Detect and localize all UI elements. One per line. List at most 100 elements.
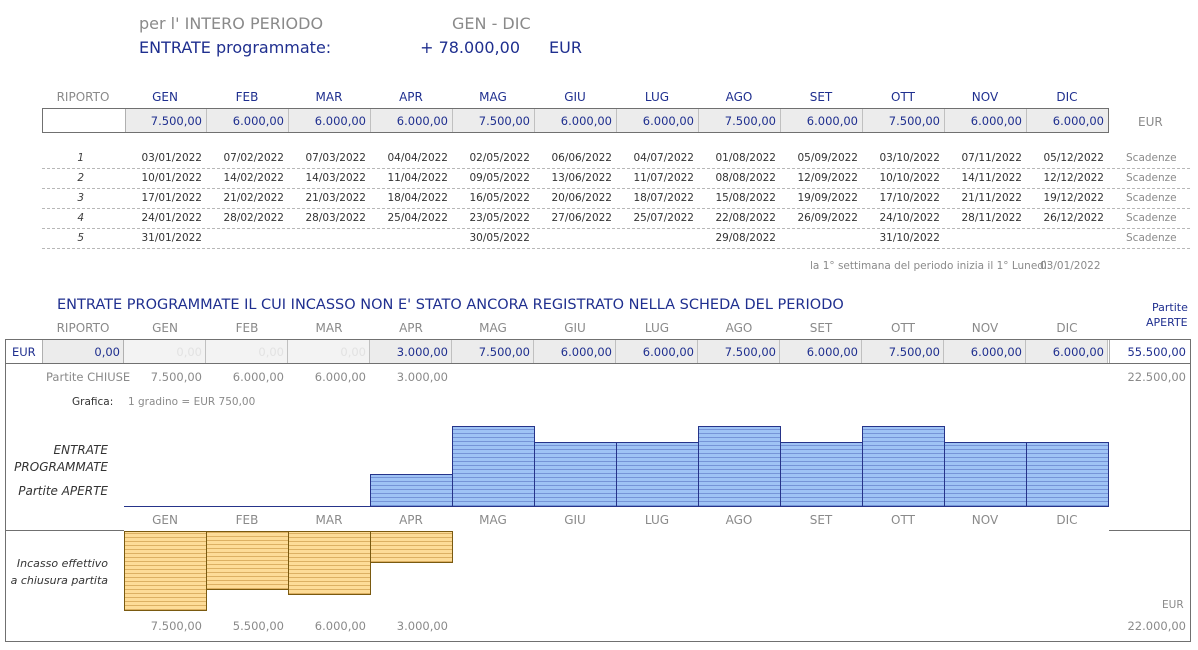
grafica-label: Grafica: bbox=[72, 396, 114, 408]
month-header-giu: GIU bbox=[564, 321, 586, 335]
deadline-date: 19/09/2022 bbox=[797, 192, 858, 204]
month-header-ott: OTT bbox=[891, 321, 915, 335]
open-riporto-cell[interactable] bbox=[42, 340, 124, 363]
open-value-feb: 0,00 bbox=[258, 345, 284, 359]
deadline-date: 27/06/2022 bbox=[551, 212, 612, 224]
cell-divider bbox=[452, 109, 453, 132]
cell-divider bbox=[616, 109, 617, 132]
month-header-gen: GEN bbox=[152, 90, 178, 104]
open-cell[interactable] bbox=[124, 340, 206, 363]
deadline-date: 28/11/2022 bbox=[961, 212, 1022, 224]
period-label: per l' INTERO PERIODO bbox=[139, 14, 324, 33]
open-cell[interactable] bbox=[1026, 340, 1108, 363]
incasso-label-2: a chiusura partita bbox=[10, 574, 108, 587]
incasso-label-1: Incasso effettivo bbox=[16, 557, 108, 570]
deadline-date: 28/03/2022 bbox=[305, 212, 366, 224]
riporto-header: RIPORTO bbox=[56, 321, 110, 335]
month-header-gen: GEN bbox=[152, 321, 178, 335]
deadline-row-number: 1 bbox=[77, 152, 84, 164]
deadline-date: 07/02/2022 bbox=[223, 152, 284, 164]
deadline-row-divider bbox=[42, 228, 1190, 229]
deadline-date: 29/08/2022 bbox=[715, 232, 776, 244]
deadline-date: 25/04/2022 bbox=[387, 212, 448, 224]
riporto-cell[interactable] bbox=[43, 109, 126, 132]
closed-value-gen: 7.500,00 bbox=[150, 370, 202, 384]
deadline-date: 24/10/2022 bbox=[879, 212, 940, 224]
deadline-date: 30/05/2022 bbox=[469, 232, 530, 244]
deadline-row-number: 3 bbox=[77, 192, 84, 204]
open-bar-giu bbox=[534, 442, 617, 506]
open-cell[interactable] bbox=[370, 340, 452, 363]
programmed-value-feb: 6.000,00 bbox=[232, 114, 284, 128]
open-cell[interactable] bbox=[616, 340, 698, 363]
chart-month-mar: MAR bbox=[315, 513, 343, 527]
chart-month-nov: NOV bbox=[971, 513, 999, 527]
incasso-bar-feb bbox=[206, 531, 289, 590]
open-total: 55.500,00 bbox=[1127, 345, 1186, 359]
cell-divider bbox=[370, 109, 371, 132]
open-value-ago: 7.500,00 bbox=[724, 345, 776, 359]
open-section-title: ENTRATE PROGRAMMATE IL CUI INCASSO NON E… bbox=[57, 297, 844, 313]
month-header-feb: FEB bbox=[235, 90, 259, 104]
step-note: 1 gradino = EUR 750,00 bbox=[128, 396, 256, 408]
deadline-date: 14/11/2022 bbox=[961, 172, 1022, 184]
month-header-mar: MAR bbox=[315, 321, 343, 335]
incasso-value-gen: 7.500,00 bbox=[150, 619, 202, 633]
open-bar-ott bbox=[862, 426, 945, 506]
deadline-date: 08/08/2022 bbox=[715, 172, 776, 184]
deadline-date: 03/01/2022 bbox=[141, 152, 202, 164]
first-week-date: 03/01/2022 bbox=[1040, 260, 1101, 272]
deadline-date: 31/01/2022 bbox=[141, 232, 202, 244]
open-bar-ago bbox=[698, 426, 781, 506]
incasso-currency: EUR bbox=[1162, 599, 1184, 611]
deadline-date: 20/06/2022 bbox=[551, 192, 612, 204]
riporto-header: RIPORTO bbox=[56, 90, 110, 104]
chart-month-feb: FEB bbox=[235, 513, 259, 527]
deadline-date: 28/02/2022 bbox=[223, 212, 284, 224]
month-header-nov: NOV bbox=[971, 90, 999, 104]
programmed-value-dic: 6.000,00 bbox=[1052, 114, 1104, 128]
income-currency: EUR bbox=[549, 38, 582, 57]
open-cell[interactable] bbox=[452, 340, 534, 363]
chart-month-mag: MAG bbox=[479, 513, 507, 527]
month-header-dic: DIC bbox=[1056, 90, 1078, 104]
deadline-date: 21/03/2022 bbox=[305, 192, 366, 204]
deadline-date: 05/12/2022 bbox=[1043, 152, 1104, 164]
deadline-date: 05/09/2022 bbox=[797, 152, 858, 164]
cell-divider bbox=[206, 109, 207, 132]
deadline-label: Scadenze bbox=[1126, 192, 1177, 204]
chart-month-ott: OTT bbox=[891, 513, 915, 527]
chart-month-lug: LUG bbox=[644, 513, 670, 527]
month-header-mar: MAR bbox=[315, 90, 343, 104]
open-total-cell bbox=[1109, 340, 1190, 363]
programmed-value-giu: 6.000,00 bbox=[560, 114, 612, 128]
open-cell[interactable] bbox=[862, 340, 944, 363]
deadline-row-divider bbox=[42, 188, 1190, 189]
month-header-lug: LUG bbox=[644, 90, 670, 104]
deadline-date: 15/08/2022 bbox=[715, 192, 776, 204]
deadline-date: 22/08/2022 bbox=[715, 212, 776, 224]
partite-label: Partite bbox=[1152, 301, 1188, 314]
open-cell[interactable] bbox=[534, 340, 616, 363]
deadline-row-divider bbox=[42, 168, 1190, 169]
month-header-feb: FEB bbox=[235, 321, 259, 335]
deadline-date: 16/05/2022 bbox=[469, 192, 530, 204]
deadline-date: 12/09/2022 bbox=[797, 172, 858, 184]
open-cell[interactable] bbox=[698, 340, 780, 363]
cell-divider bbox=[1026, 109, 1027, 132]
programmed-value-nov: 6.000,00 bbox=[970, 114, 1022, 128]
month-header-apr: APR bbox=[399, 321, 423, 335]
open-cell[interactable] bbox=[780, 340, 862, 363]
deadline-date: 13/06/2022 bbox=[551, 172, 612, 184]
incasso-total: 22.000,00 bbox=[1127, 619, 1186, 633]
cell-divider bbox=[780, 109, 781, 132]
open-cell[interactable] bbox=[288, 340, 370, 363]
incasso-bar-apr bbox=[370, 531, 453, 563]
open-cell[interactable] bbox=[206, 340, 288, 363]
month-header-apr: APR bbox=[399, 90, 423, 104]
deadline-date: 26/12/2022 bbox=[1043, 212, 1104, 224]
deadline-row-number: 2 bbox=[77, 172, 84, 184]
income-label: ENTRATE programmate: bbox=[139, 38, 332, 57]
open-value-mar: 0,00 bbox=[340, 345, 366, 359]
open-cell[interactable] bbox=[944, 340, 1026, 363]
